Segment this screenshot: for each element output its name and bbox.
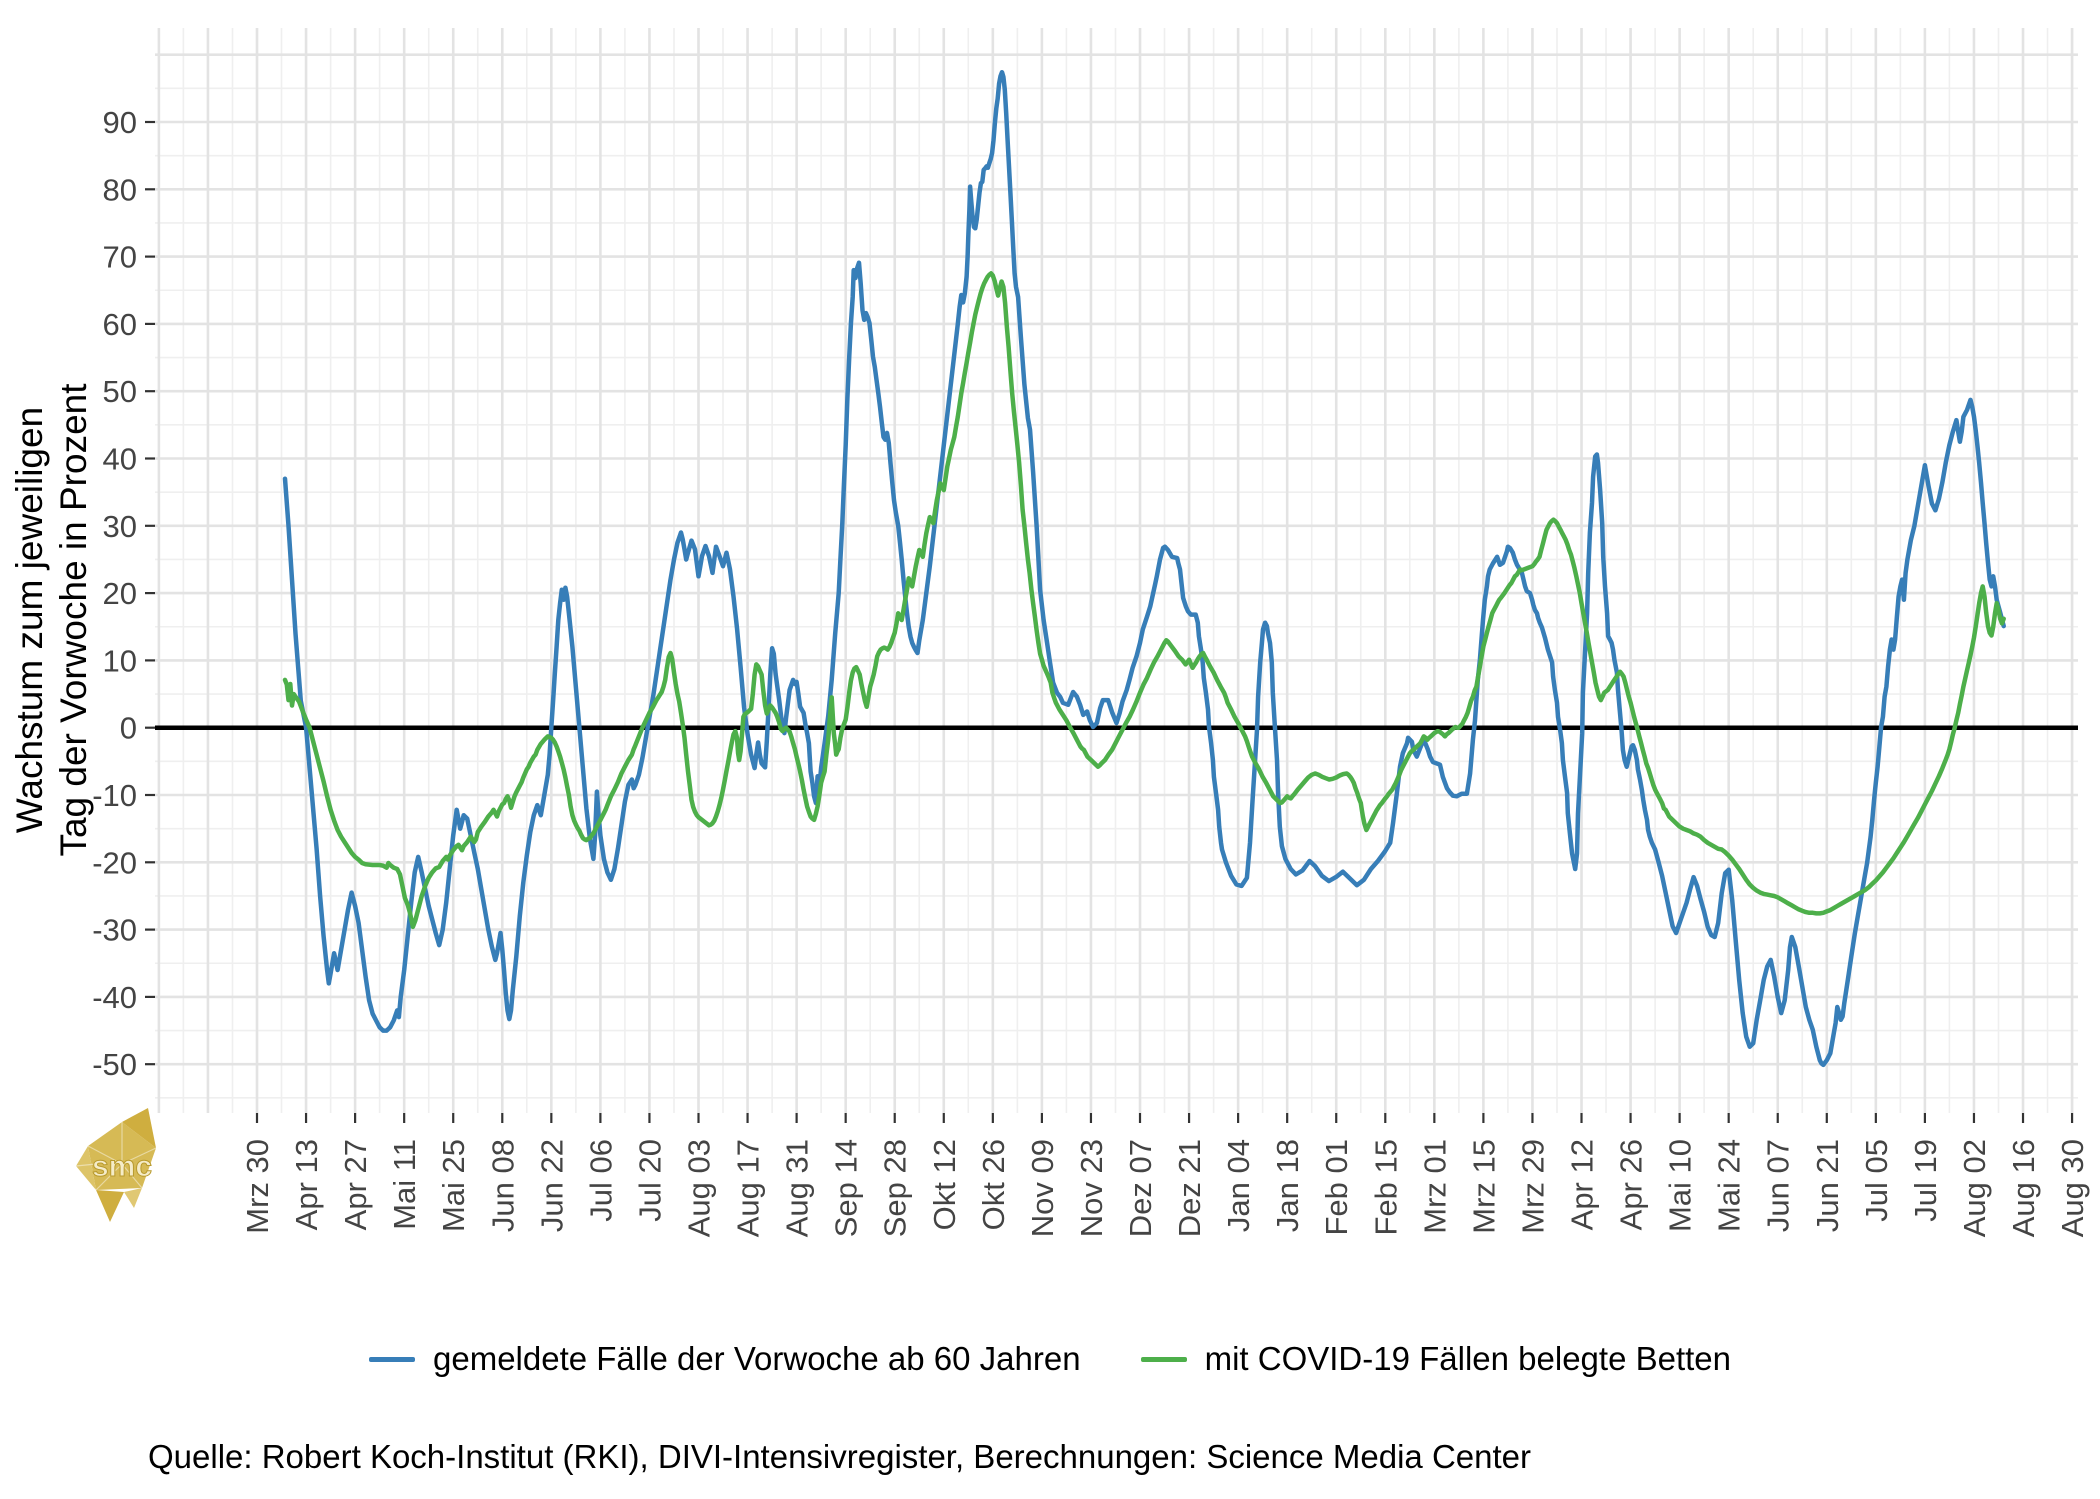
grid-minor	[155, 28, 2078, 1113]
x-tick-label: Apr 13	[289, 1139, 324, 1230]
grid-major	[155, 28, 2078, 1113]
x-tick-label: Aug 16	[2006, 1139, 2041, 1237]
y-tick-label: 0	[120, 711, 137, 746]
y-tick-label: 10	[103, 643, 137, 678]
smc-logo-lines	[76, 1122, 157, 1191]
x-tick-label: Jul 20	[632, 1139, 667, 1222]
x-tick-label: Aug 31	[780, 1139, 815, 1237]
y-tick-label: -20	[92, 845, 137, 880]
x-tick-label: Apr 12	[1565, 1139, 1600, 1230]
x-tick-label: Aug 17	[731, 1139, 766, 1237]
y-axis-title-line1: Wachstum zum jeweiligen	[9, 407, 50, 833]
x-tick-label: Mrz 29	[1515, 1139, 1550, 1234]
x-tick-label: Jul 05	[1859, 1139, 1894, 1222]
y-tick-label: 90	[103, 105, 137, 140]
x-tick-label: Jul 06	[583, 1139, 618, 1222]
y-tick-label: 70	[103, 240, 137, 275]
y-axis-title-line2: Tag der Vorwoche in Prozent	[53, 383, 94, 857]
y-tick-label: 50	[103, 374, 137, 409]
smc-logo-text: smc	[92, 1150, 152, 1183]
y-tick-label: 30	[103, 509, 137, 544]
legend-label-cases: gemeldete Fälle der Vorwoche ab 60 Jahre…	[433, 1340, 1081, 1377]
x-tick-label: Mrz 01	[1417, 1139, 1452, 1234]
y-tick-label: -40	[92, 980, 137, 1015]
smc-logo-facet	[96, 1190, 124, 1222]
source-caption: Quelle: Robert Koch-Institut (RKI), DIVI…	[148, 1438, 1531, 1475]
smc-logo-facet	[122, 1108, 156, 1148]
tick-marks	[145, 120, 2074, 1123]
series-line-cases	[282, 69, 2006, 1068]
smc-logo: smc	[76, 1108, 157, 1222]
y-tick-label: 80	[103, 172, 137, 207]
y-tick-label: 60	[103, 307, 137, 342]
x-tick-label: Aug 02	[1957, 1139, 1992, 1237]
x-tick-label: Feb 15	[1368, 1139, 1403, 1236]
y-tick-label: -10	[92, 778, 137, 813]
x-tick-label: Apr 27	[338, 1139, 373, 1230]
y-tick-label: -30	[92, 913, 137, 948]
x-tick-label: Mai 10	[1663, 1139, 1698, 1232]
x-tick-label: Mrz 15	[1466, 1139, 1501, 1234]
x-tick-label: Jan 18	[1270, 1139, 1305, 1232]
smc-logo-facet	[76, 1146, 96, 1190]
y-tick-label: 40	[103, 442, 137, 477]
x-tick-label: Mai 24	[1712, 1139, 1747, 1232]
x-tick-label: Apr 26	[1614, 1139, 1649, 1230]
x-tick-label: Jun 21	[1810, 1139, 1845, 1232]
x-tick-label: Jun 08	[485, 1139, 520, 1232]
x-tick-label: Sep 14	[829, 1139, 864, 1237]
legend: gemeldete Fälle der Vorwoche ab 60 Jahre…	[0, 1340, 2100, 1378]
legend-swatch-beds	[1140, 1356, 1187, 1362]
series-line-beds	[282, 271, 2006, 930]
x-tick-label: Jul 19	[1908, 1139, 1943, 1222]
y-tick-label: -50	[92, 1047, 137, 1082]
x-tick-label: Dez 21	[1172, 1139, 1207, 1237]
legend-label-beds: mit COVID-19 Fällen belegte Betten	[1204, 1340, 1731, 1377]
x-tick-label: Mai 25	[436, 1139, 471, 1232]
x-tick-label: Mai 11	[387, 1139, 422, 1230]
plot-area: Mrz 30 Apr 13 Apr 27 Mai 11 Mai 25 Jun 08 Jun …	[9, 28, 2090, 1237]
x-tick-label: Jan 04	[1221, 1139, 1256, 1232]
x-tick-label: Jun 22	[534, 1139, 569, 1232]
legend-swatch-cases	[369, 1356, 415, 1362]
x-tick-label: Nov 09	[1025, 1139, 1060, 1237]
x-tick-label: Aug 30	[2055, 1139, 2090, 1237]
x-tick-label: Sep 28	[878, 1139, 913, 1237]
legend-item-beds: mit COVID-19 Fällen belegte Betten	[1140, 1340, 1731, 1378]
legend-item-cases: gemeldete Fälle der Vorwoche ab 60 Jahre…	[369, 1340, 1081, 1378]
x-tick-label: Nov 23	[1074, 1139, 1109, 1237]
x-tick-label: Aug 03	[682, 1139, 717, 1237]
x-tick-label: Feb 01	[1319, 1139, 1354, 1236]
x-tick-label: Jun 07	[1761, 1139, 1796, 1232]
smc-logo-facet	[124, 1188, 142, 1208]
x-tick-label: Mrz 30	[240, 1139, 275, 1234]
smc-logo-body	[88, 1122, 156, 1190]
x-tick-label: Okt 12	[927, 1139, 962, 1230]
x-tick-label: Okt 26	[976, 1139, 1011, 1230]
y-tick-label: 20	[103, 576, 137, 611]
x-tick-label: Dez 07	[1123, 1139, 1158, 1237]
